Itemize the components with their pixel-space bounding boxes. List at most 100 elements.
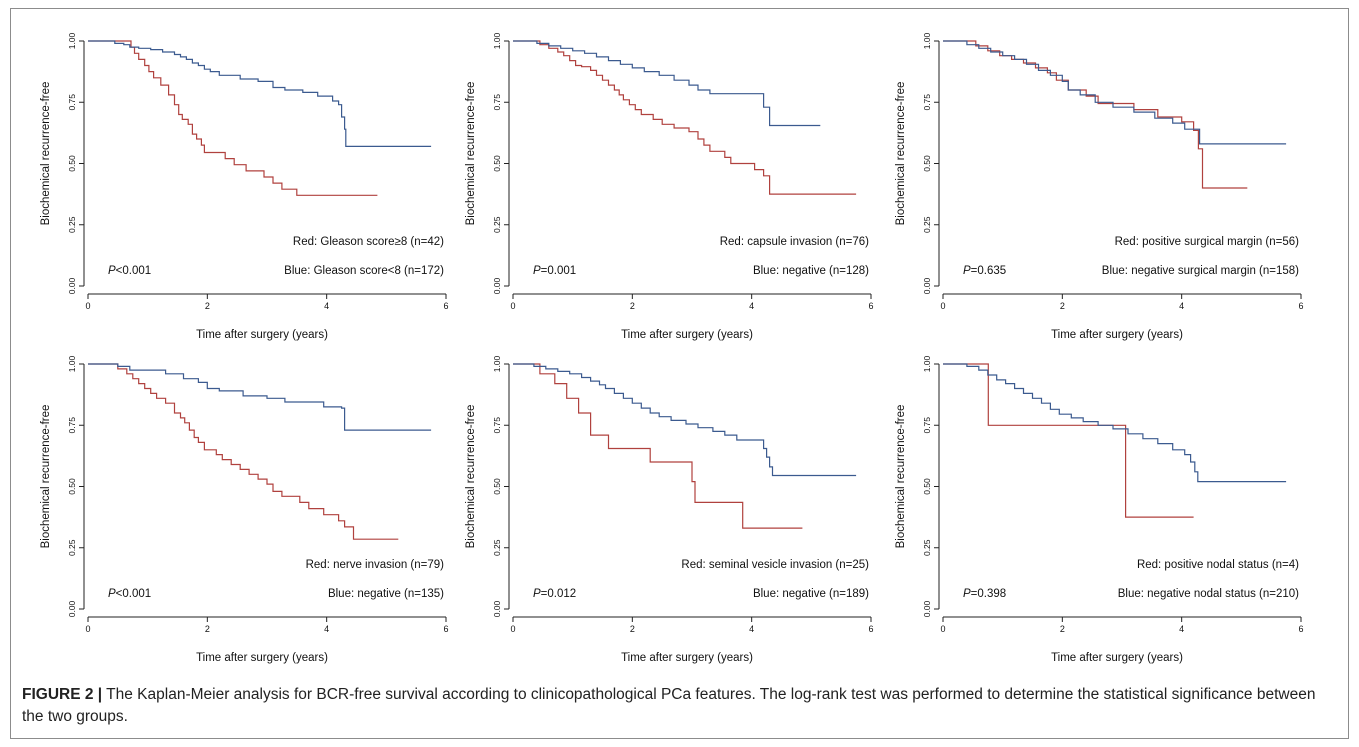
p-number: =0.398 — [971, 588, 1007, 600]
x-tick-label: 0 — [510, 624, 515, 634]
km-panel: 0.00 0.25 0.50 0.75 1.00 0 2 4 6 Time after surge… — [895, 355, 1304, 664]
legend-red: Red: seminal vesicle invasion (n=25) — [681, 559, 869, 571]
y-tick-label: 0.25 — [922, 216, 932, 233]
p-number: =0.012 — [541, 588, 577, 600]
y-tick-label: 0.25 — [492, 216, 502, 233]
y-tick-label: 0.50 — [492, 478, 502, 495]
legend-blue: Blue: negative nodal status (n=210) — [1118, 588, 1299, 600]
y-tick-label: 0.00 — [922, 277, 932, 294]
y-axis-title: Biochemical recurrence-free — [895, 405, 907, 549]
p-value: P<0.001 — [108, 588, 151, 600]
y-tick-label: 0.50 — [922, 478, 932, 495]
blue-survival-curve — [88, 40, 432, 147]
y-tick-label: 1.00 — [922, 355, 932, 372]
x-tick-label: 2 — [630, 624, 635, 634]
legend-blue: Blue: Gleason score<8 (n=172) — [284, 265, 444, 277]
km-panel: 0.00 0.25 0.50 0.75 1.00 0 2 4 6 Time after surge… — [465, 355, 874, 664]
km-panel: 0.00 0.25 0.50 0.75 1.00 0 2 4 6 Time after surge… — [895, 32, 1304, 341]
p-symbol: P — [963, 588, 971, 600]
y-tick-label: 0.00 — [492, 277, 502, 294]
x-tick-label: 2 — [1060, 301, 1065, 311]
x-tick-label: 2 — [205, 624, 210, 634]
p-symbol: P — [533, 265, 541, 277]
y-tick-label: 0.50 — [67, 478, 77, 495]
legend-red: Red: positive nodal status (n=4) — [1137, 559, 1299, 571]
p-value: P<0.001 — [108, 265, 151, 277]
y-tick-label: 0.75 — [67, 94, 77, 111]
x-tick-label: 0 — [510, 301, 515, 311]
y-tick-label: 0.00 — [67, 600, 77, 617]
legend-blue: Blue: negative surgical margin (n=158) — [1102, 265, 1299, 277]
x-tick-label: 2 — [630, 301, 635, 311]
km-panel: 0.00 0.25 0.50 0.75 1.00 0 2 4 6 Time after surge… — [40, 355, 449, 664]
caption-text: The Kaplan-Meier analysis for BCR-free s… — [22, 686, 1316, 725]
x-tick-label: 0 — [940, 624, 945, 634]
p-number: =0.001 — [541, 265, 577, 277]
x-tick-label: 0 — [85, 301, 90, 311]
y-tick-label: 0.75 — [492, 417, 502, 434]
red-survival-curve — [943, 40, 1248, 189]
x-tick-label: 4 — [324, 301, 329, 311]
red-survival-curve — [88, 40, 378, 196]
p-number: <0.001 — [116, 265, 152, 277]
x-axis-title: Time after surgery (years) — [1051, 652, 1183, 664]
y-tick-label: 0.00 — [67, 277, 77, 294]
x-tick-label: 2 — [205, 301, 210, 311]
x-tick-label: 6 — [868, 301, 873, 311]
y-tick-label: 0.75 — [67, 417, 77, 434]
x-tick-label: 4 — [1179, 624, 1184, 634]
y-tick-label: 0.75 — [492, 94, 502, 111]
x-axis-title: Time after surgery (years) — [196, 329, 328, 341]
legend-red: Red: positive surgical margin (n=56) — [1115, 236, 1300, 248]
x-tick-label: 4 — [324, 624, 329, 634]
p-symbol: P — [108, 265, 116, 277]
x-tick-label: 6 — [443, 624, 448, 634]
x-tick-label: 6 — [1298, 301, 1303, 311]
legend-red: Red: capsule invasion (n=76) — [720, 236, 869, 248]
y-tick-label: 0.50 — [492, 155, 502, 172]
legend-red: Red: nerve invasion (n=79) — [306, 559, 445, 571]
x-tick-label: 4 — [749, 301, 754, 311]
legend-blue: Blue: negative (n=128) — [753, 265, 869, 277]
y-tick-label: 0.25 — [922, 539, 932, 556]
x-tick-label: 6 — [1298, 624, 1303, 634]
p-value: P=0.012 — [533, 588, 576, 600]
p-symbol: P — [533, 588, 541, 600]
blue-survival-curve — [943, 363, 1287, 483]
legend-red: Red: Gleason score≥8 (n=42) — [293, 236, 444, 248]
y-axis-title: Biochemical recurrence-free — [40, 82, 52, 226]
p-symbol: P — [108, 588, 116, 600]
legend-blue: Blue: negative (n=189) — [753, 588, 869, 600]
red-survival-curve — [943, 363, 1194, 518]
caption-label: FIGURE 2 | — [22, 686, 103, 703]
y-axis-title: Biochemical recurrence-free — [465, 82, 477, 226]
blue-survival-curve — [943, 40, 1287, 145]
figure-caption: FIGURE 2 | The Kaplan-Meier analysis for… — [22, 684, 1332, 728]
y-axis-title: Biochemical recurrence-free — [465, 405, 477, 549]
km-figure: 0.00 0.25 0.50 0.75 1.00 0 2 4 6 Time after surge… — [40, 32, 1304, 664]
x-axis-title: Time after surgery (years) — [621, 329, 753, 341]
y-tick-label: 0.50 — [922, 155, 932, 172]
y-tick-label: 0.75 — [922, 417, 932, 434]
y-tick-label: 1.00 — [492, 32, 502, 49]
blue-survival-curve — [513, 363, 857, 477]
y-tick-label: 0.25 — [492, 539, 502, 556]
y-axis-title: Biochemical recurrence-free — [895, 82, 907, 226]
p-number: =0.635 — [971, 265, 1007, 277]
red-survival-curve — [513, 363, 803, 529]
y-tick-label: 1.00 — [67, 32, 77, 49]
p-symbol: P — [963, 265, 971, 277]
km-panel: 0.00 0.25 0.50 0.75 1.00 0 2 4 6 Time after surge… — [465, 32, 874, 341]
y-tick-label: 0.50 — [67, 155, 77, 172]
y-tick-label: 0.25 — [67, 539, 77, 556]
x-tick-label: 4 — [1179, 301, 1184, 311]
blue-survival-curve — [513, 40, 821, 127]
x-axis-title: Time after surgery (years) — [1051, 329, 1183, 341]
y-tick-label: 1.00 — [922, 32, 932, 49]
x-tick-label: 2 — [1060, 624, 1065, 634]
y-tick-label: 1.00 — [67, 355, 77, 372]
red-survival-curve — [513, 40, 857, 195]
red-survival-curve — [88, 363, 399, 540]
x-tick-label: 0 — [940, 301, 945, 311]
p-value: P=0.001 — [533, 265, 576, 277]
